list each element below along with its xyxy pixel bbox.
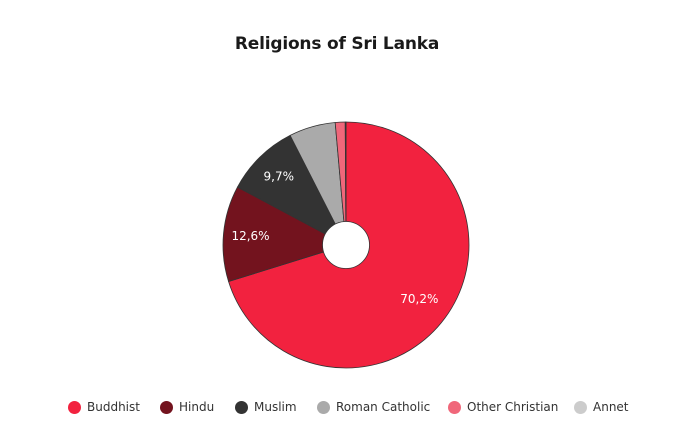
legend-item-hindu: Hindu <box>160 397 214 417</box>
legend-label: Annet <box>593 400 629 414</box>
legend-label: Other Christian <box>467 400 559 414</box>
slice-label-hindu: 12,6% <box>231 229 269 243</box>
legend: Buddhist Hindu Muslim Roman Catholic Other C… <box>0 397 674 417</box>
legend-item-annet: Annet <box>574 397 629 417</box>
slice-label-buddhist: 70,2% <box>400 292 438 306</box>
legend-item-roman-catholic: Roman Catholic <box>317 397 430 417</box>
legend-item-buddhist: Buddhist <box>68 397 140 417</box>
pie-slice-annet <box>344 121 347 246</box>
legend-swatch <box>317 400 330 414</box>
legend-swatch <box>160 400 173 414</box>
legend-item-other-christian: Other Christian <box>448 397 558 417</box>
legend-label: Hindu <box>179 400 215 414</box>
legend-label: Roman Catholic <box>336 400 431 414</box>
pie-slice-muslim <box>237 135 347 246</box>
chart-title: Religions of Sri Lanka <box>234 34 440 54</box>
legend-swatch <box>574 400 587 414</box>
pie-slice-hindu <box>222 186 347 282</box>
donut-hole <box>322 221 370 269</box>
legend-item-muslim: Muslim <box>235 397 297 417</box>
legend-swatch <box>68 400 81 414</box>
slice-label-muslim: 9,7% <box>264 170 295 184</box>
slice-labels: 70,2% 12,6% 9,7% <box>231 170 438 307</box>
legend-swatch <box>448 400 461 414</box>
legend-label: Buddhist <box>87 400 140 414</box>
legend-label: Muslim <box>254 400 297 414</box>
legend-swatch <box>235 400 248 414</box>
